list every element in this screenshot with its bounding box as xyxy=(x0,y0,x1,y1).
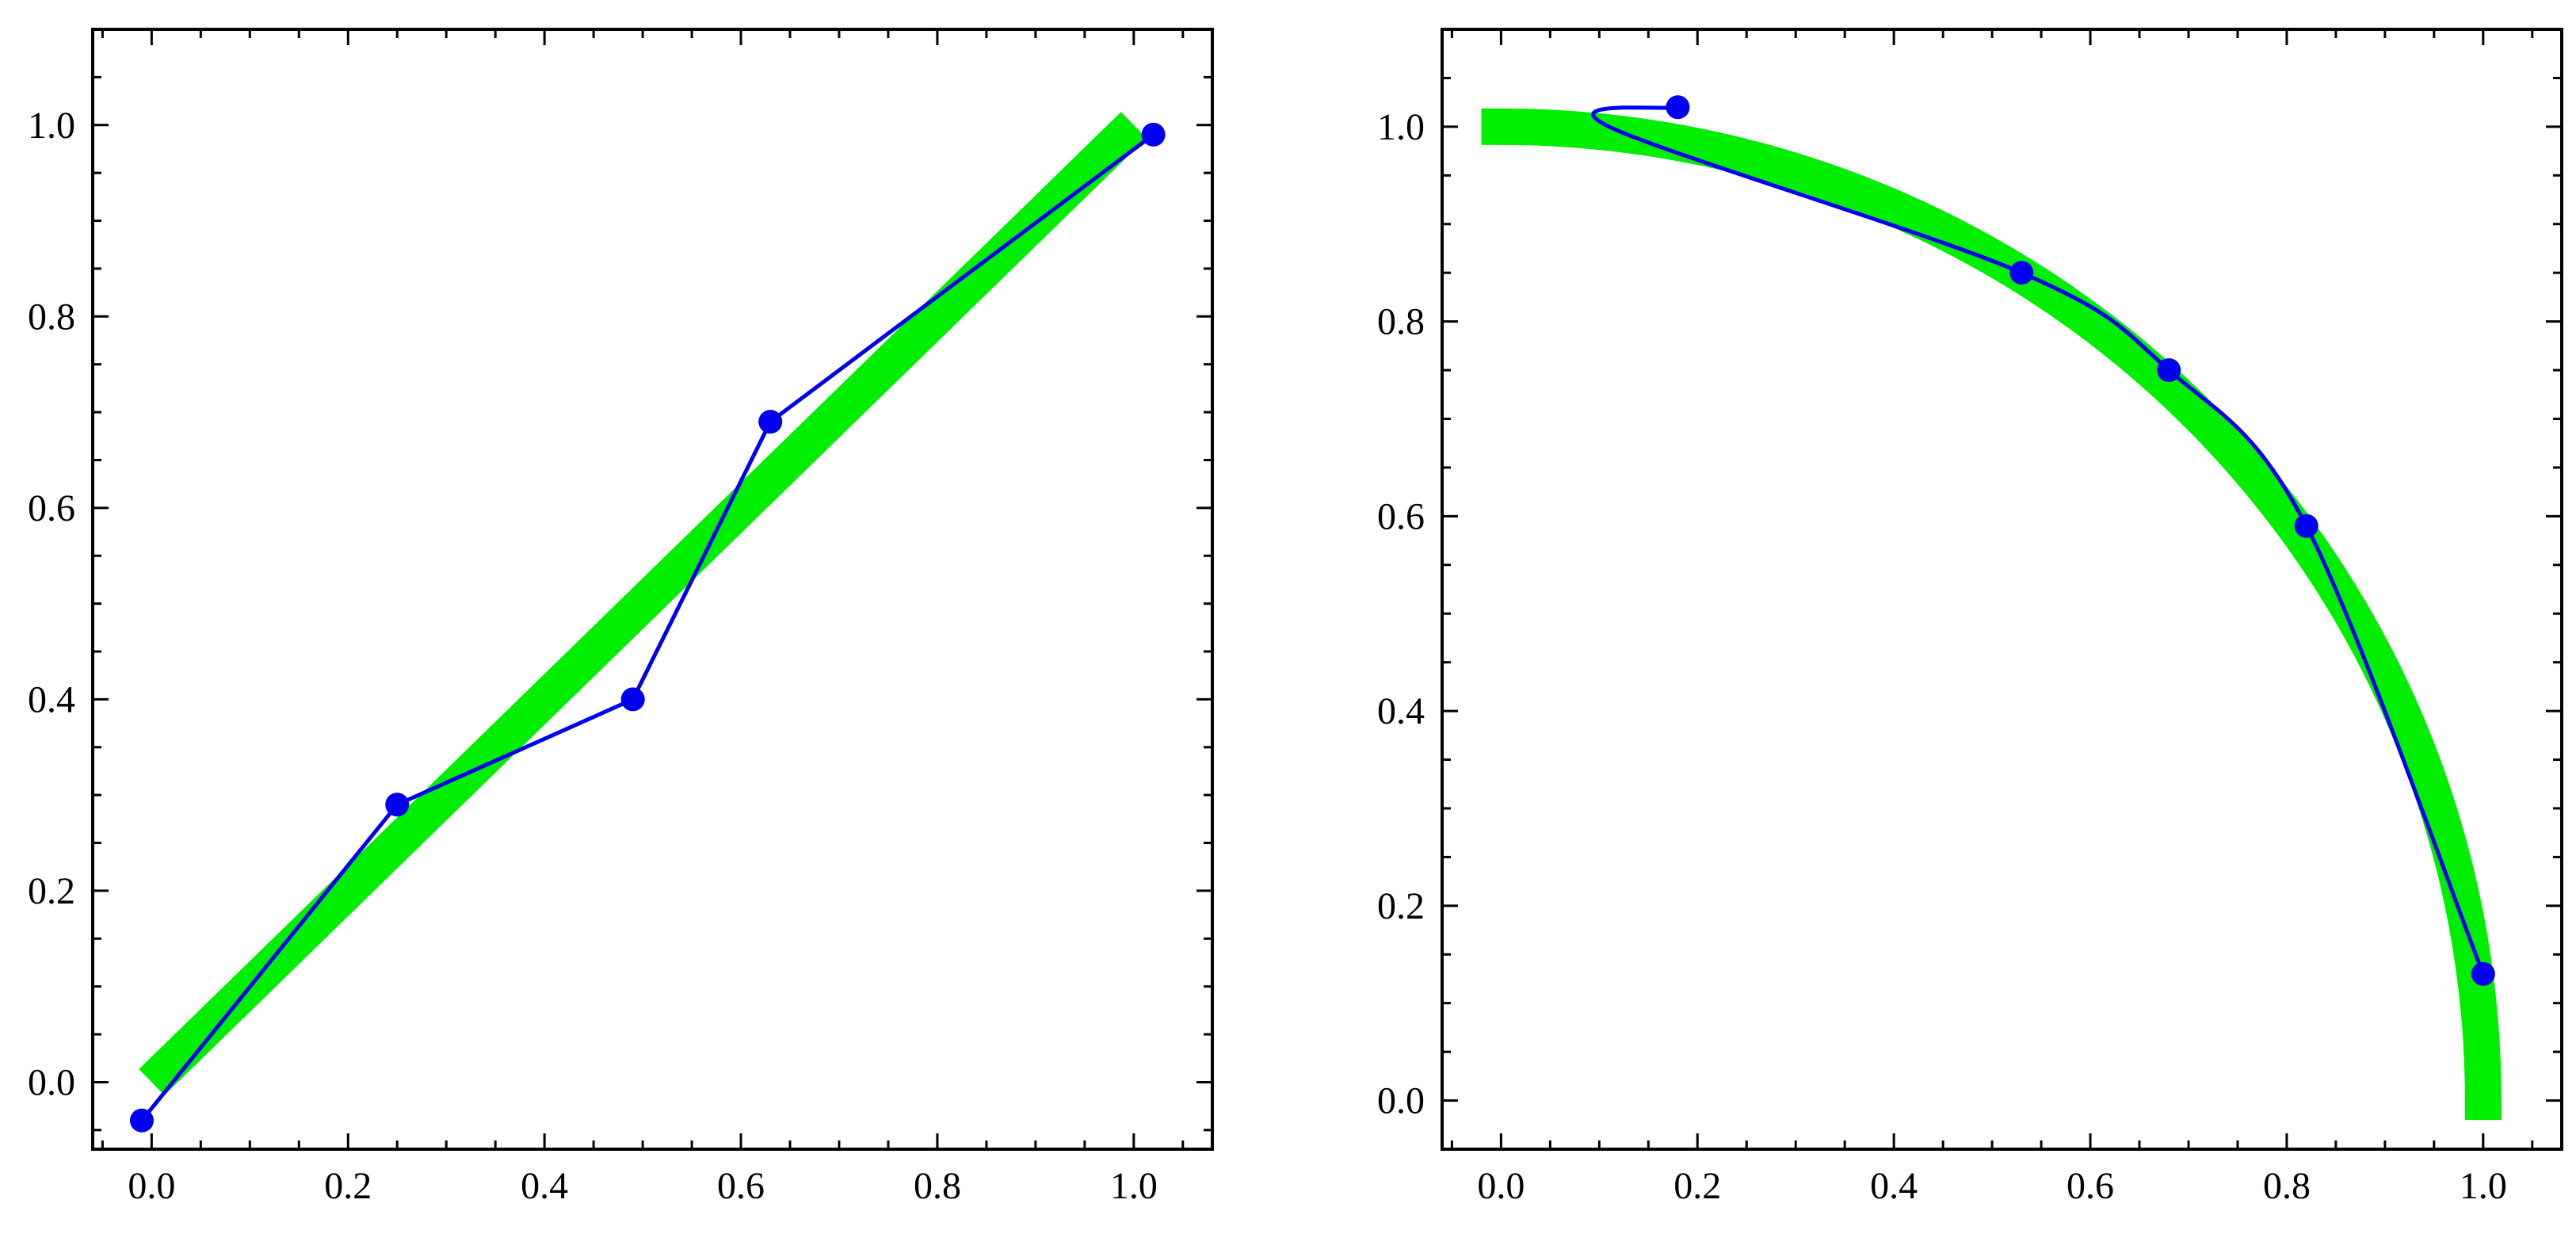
y-tick-label: 1.0 xyxy=(1377,106,1425,148)
y-tick-label: 0.6 xyxy=(1377,495,1425,537)
y-tick-label: 0.2 xyxy=(1377,885,1425,927)
data-point xyxy=(2294,514,2318,538)
data-point xyxy=(2157,358,2181,383)
data-point xyxy=(2009,261,2034,285)
y-tick-label: 1.0 xyxy=(28,105,75,147)
x-tick-label: 0.8 xyxy=(914,1165,961,1207)
x-tick-label: 0.0 xyxy=(128,1165,175,1207)
y-tick-label: 0.8 xyxy=(28,296,75,338)
x-tick-label: 1.0 xyxy=(1110,1165,1158,1207)
y-tick-label: 0.4 xyxy=(28,678,75,720)
x-tick-label: 0.0 xyxy=(1477,1165,1525,1207)
x-tick-label: 0.2 xyxy=(324,1165,372,1207)
x-tick-label: 0.8 xyxy=(2263,1165,2311,1207)
data-point xyxy=(620,687,645,712)
reference-arc xyxy=(1481,108,2502,1121)
data-point xyxy=(129,1108,154,1133)
data-point xyxy=(1141,122,1166,147)
y-tick-label: 0.0 xyxy=(28,1061,75,1103)
y-tick-label: 0.2 xyxy=(28,870,75,912)
data-point xyxy=(2471,961,2495,986)
right-plot: 0.0 0.2 0.4 0.6 0.8 1.0 0.0 0.2 0.4 0.6 0.8 1.0 xyxy=(1377,28,2563,1207)
data-point xyxy=(758,410,783,434)
x-tick-label: 0.4 xyxy=(1870,1165,1918,1207)
y-tick-label: 0.8 xyxy=(1377,301,1425,343)
x-tick-label: 0.6 xyxy=(2067,1165,2114,1207)
y-tick-label: 0.6 xyxy=(28,487,75,529)
left-plot: 0.0 0.2 0.4 0.6 0.8 1.0 0.0 0.2 0.4 0.6 0.8 1.0 xyxy=(28,28,1214,1207)
plot-frame xyxy=(91,28,1214,1151)
data-point xyxy=(1666,95,1690,120)
plot-frame xyxy=(1441,28,2563,1151)
x-tick-label: 0.6 xyxy=(717,1165,765,1207)
x-tick-label: 0.4 xyxy=(521,1165,568,1207)
x-tick-label: 0.2 xyxy=(1673,1165,1721,1207)
series-line xyxy=(140,132,1155,1122)
x-tick-label: 1.0 xyxy=(2460,1165,2507,1207)
data-point xyxy=(385,793,410,817)
y-tick-label: 0.0 xyxy=(1377,1080,1425,1122)
series-line xyxy=(1591,105,2486,975)
reference-line xyxy=(139,112,1147,1095)
y-tick-label: 0.4 xyxy=(1377,690,1425,732)
